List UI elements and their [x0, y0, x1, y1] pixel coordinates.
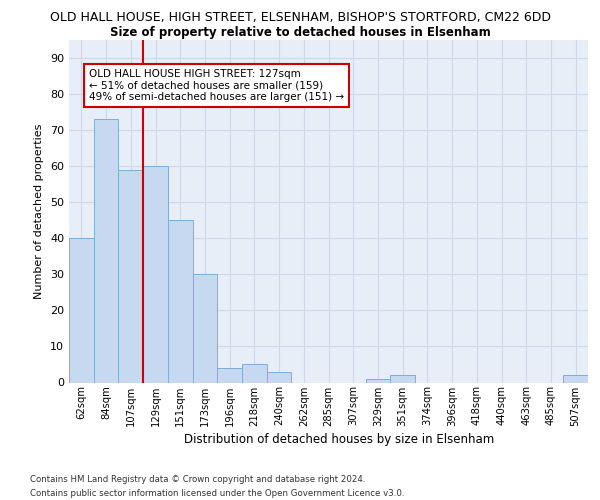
Bar — [193, 274, 217, 382]
Bar — [217, 368, 242, 382]
Text: Distribution of detached houses by size in Elsenham: Distribution of detached houses by size … — [184, 432, 494, 446]
Text: OLD HALL HOUSE HIGH STREET: 127sqm
← 51% of detached houses are smaller (159)
49: OLD HALL HOUSE HIGH STREET: 127sqm ← 51%… — [89, 69, 344, 102]
Bar — [242, 364, 267, 382]
Text: OLD HALL HOUSE, HIGH STREET, ELSENHAM, BISHOP'S STORTFORD, CM22 6DD: OLD HALL HOUSE, HIGH STREET, ELSENHAM, B… — [49, 11, 551, 24]
Text: Size of property relative to detached houses in Elsenham: Size of property relative to detached ho… — [110, 26, 490, 39]
Bar — [390, 376, 415, 382]
Bar — [69, 238, 94, 382]
Bar — [168, 220, 193, 382]
Bar — [267, 372, 292, 382]
Text: Contains HM Land Registry data © Crown copyright and database right 2024.
Contai: Contains HM Land Registry data © Crown c… — [30, 476, 404, 498]
Y-axis label: Number of detached properties: Number of detached properties — [34, 124, 44, 299]
Bar — [365, 379, 390, 382]
Bar — [94, 120, 118, 382]
Bar — [563, 376, 588, 382]
Bar — [143, 166, 168, 382]
Bar — [118, 170, 143, 382]
